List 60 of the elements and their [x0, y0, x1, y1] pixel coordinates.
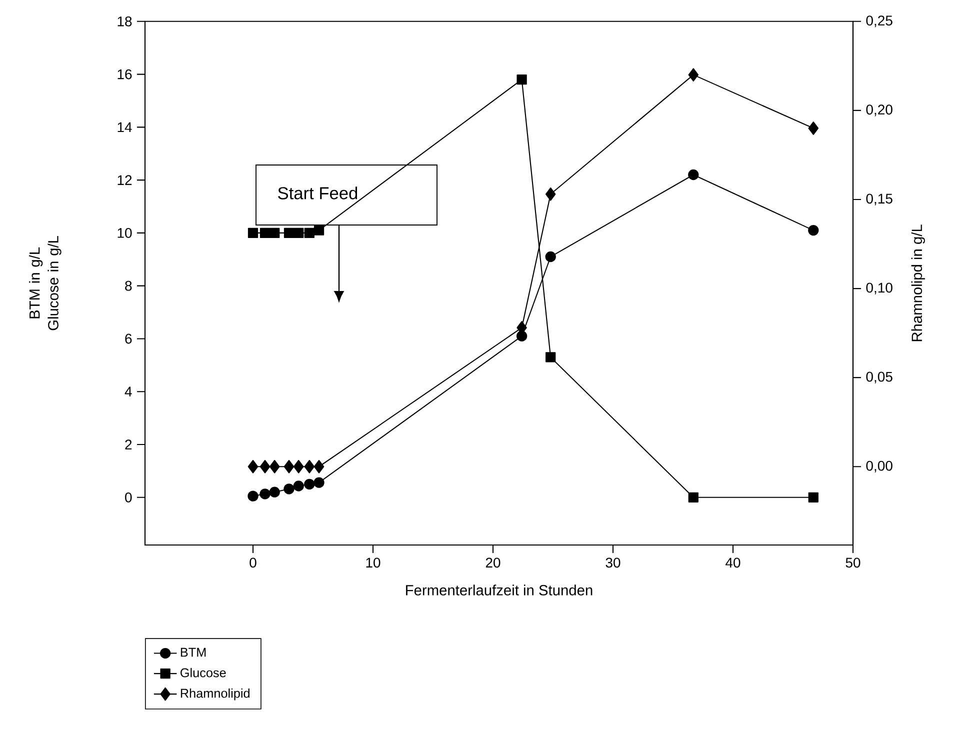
legend-label: Glucose — [180, 668, 226, 678]
y2-tick-label: 0,15 — [866, 194, 892, 206]
point — [314, 477, 324, 488]
y2-tick-label: 0,10 — [866, 282, 892, 294]
y-tick-label: 4 — [124, 386, 132, 396]
point — [688, 169, 699, 180]
point — [545, 187, 556, 201]
point — [516, 74, 527, 85]
y-tick-label: 8 — [125, 280, 132, 291]
y2-axis-title: Rhamnolipd in g/L — [911, 224, 925, 342]
y2-tick-label: 0,05 — [866, 372, 892, 384]
y-tick-label: 18 — [118, 16, 132, 26]
point — [808, 122, 819, 135]
point — [314, 225, 324, 236]
point — [260, 460, 270, 474]
point — [688, 68, 699, 82]
point — [808, 224, 819, 236]
point — [269, 486, 280, 498]
point — [293, 460, 304, 474]
point — [260, 228, 270, 238]
point — [304, 478, 315, 490]
point — [314, 460, 324, 474]
y-tick-label: 10 — [118, 228, 132, 238]
y-tick-label: 14 — [118, 122, 132, 132]
y2-tick-label: 0,25 — [866, 16, 892, 28]
point — [293, 480, 304, 492]
y2-tick-label: 0,20 — [866, 104, 892, 116]
point — [304, 228, 314, 238]
point — [688, 492, 698, 502]
y-tick-label: 6 — [125, 334, 132, 344]
point — [284, 484, 294, 494]
point — [260, 488, 270, 500]
x-tick-label: 30 — [606, 558, 620, 568]
point — [248, 490, 258, 502]
point — [545, 251, 556, 262]
point — [304, 460, 315, 474]
y-tick-label: 12 — [118, 175, 132, 185]
x-tick-label: 10 — [366, 558, 380, 568]
y-axis-title: BTM in g/L Glucose in g/L — [29, 236, 62, 330]
point — [248, 228, 258, 238]
point — [294, 228, 304, 238]
legend-label: BTM — [180, 648, 206, 657]
point — [270, 228, 280, 238]
x-tick-label: 20 — [486, 558, 500, 568]
point — [284, 228, 294, 238]
x-tick-label: 0 — [250, 558, 256, 568]
y-tick-label: 2 — [125, 440, 132, 450]
point — [546, 352, 556, 362]
y-tick-label: 16 — [118, 69, 132, 80]
point — [284, 460, 294, 474]
legend-label: Rhamnolipid — [180, 688, 250, 700]
point — [808, 492, 818, 502]
point — [269, 460, 280, 474]
y-tick-label: 0 — [125, 492, 132, 502]
x-tick-label: 40 — [726, 558, 740, 568]
annotation: Start Feed — [278, 186, 358, 200]
point — [248, 460, 258, 474]
x-tick-label: 50 — [846, 558, 860, 568]
x-axis-title: Fermenterlaufzeit in Stunden — [406, 584, 592, 596]
y2-tick-label: 0,00 — [866, 460, 892, 472]
